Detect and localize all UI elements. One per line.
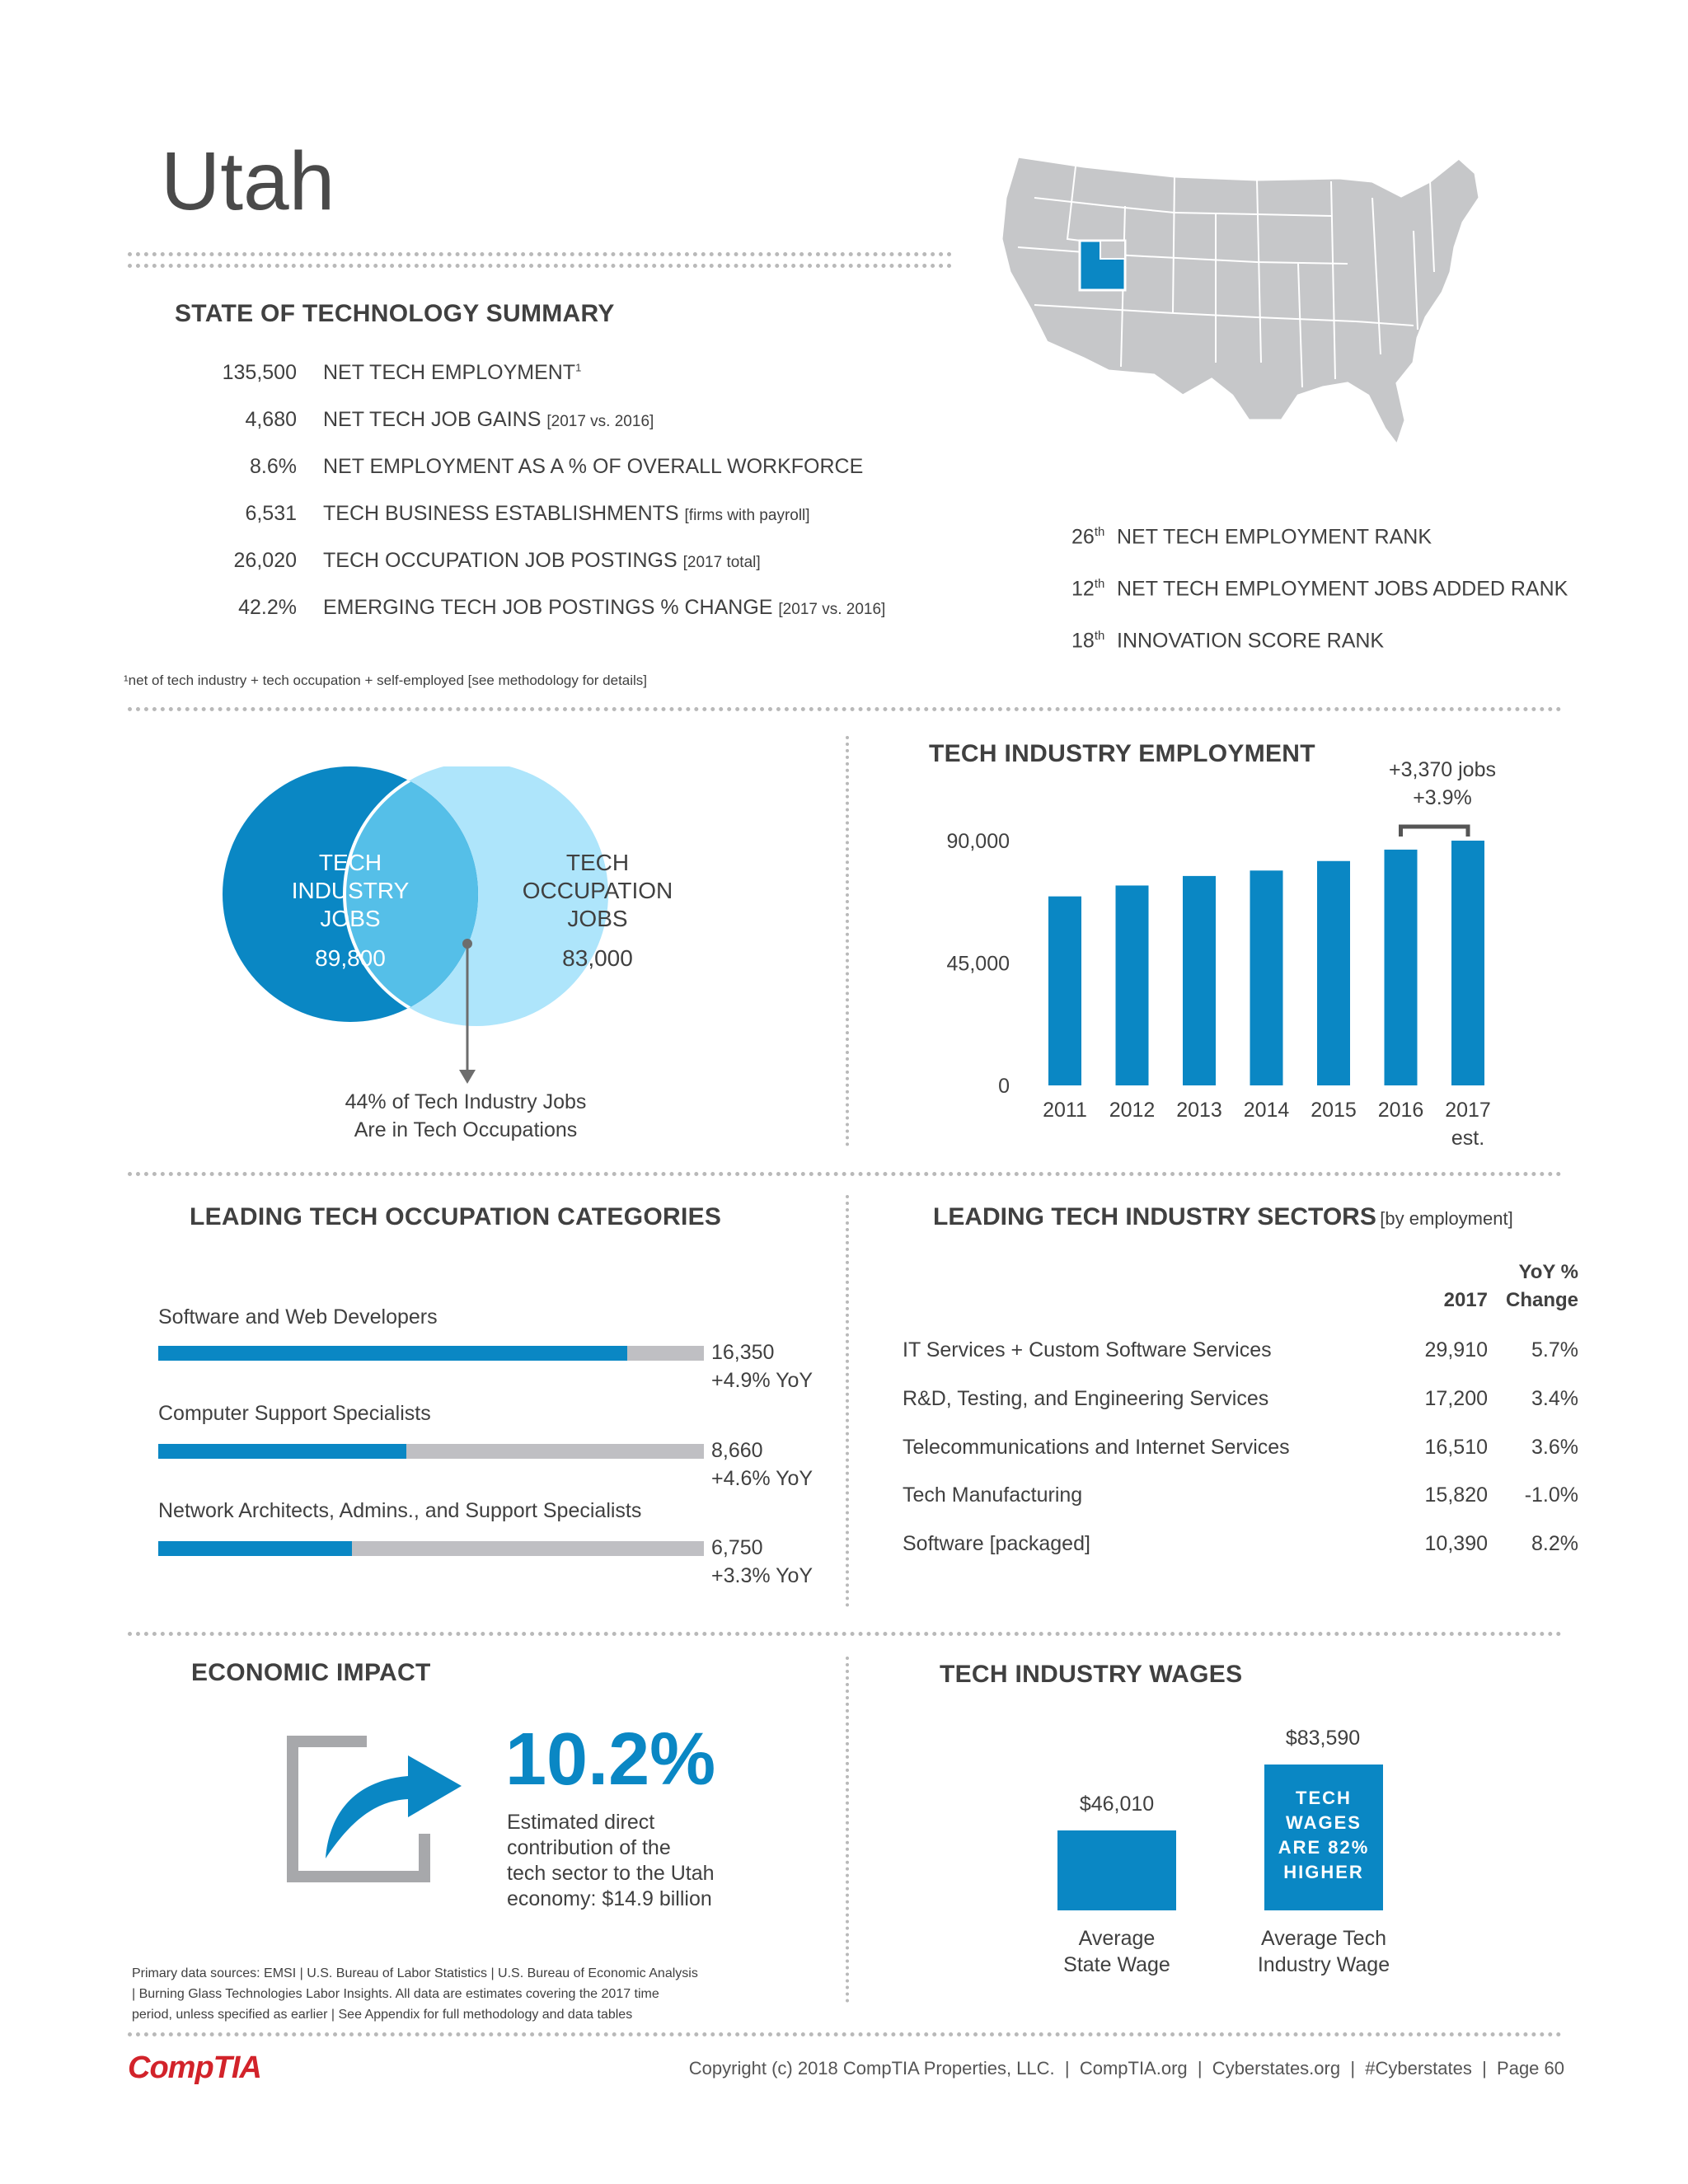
summary-label: TECH OCCUPATION JOB POSTINGS [2017 total… bbox=[323, 549, 761, 572]
occupation-value: 16,350 +4.9% YoY bbox=[711, 1341, 814, 1392]
table-row: Software [packaged] 10,390 8.2% bbox=[903, 1532, 1578, 1555]
divider bbox=[128, 252, 952, 256]
divider bbox=[846, 1657, 849, 2003]
tech-wage-bar: TECH WAGES ARE 82% HIGHER bbox=[1264, 1765, 1383, 1910]
state-wage-bar bbox=[1057, 1830, 1176, 1910]
divider bbox=[128, 264, 952, 268]
summary-row: 8.6% NET EMPLOYMENT AS A % OF OVERALL WO… bbox=[165, 455, 890, 488]
x-tick-label: 2015 bbox=[1311, 1099, 1357, 1122]
change-bracket bbox=[1399, 824, 1470, 837]
x-tick-sublabel: est. bbox=[1451, 1127, 1484, 1150]
occupation-label: Software and Web Developers bbox=[158, 1305, 438, 1329]
occupation-bar-fill bbox=[158, 1346, 628, 1361]
occupation-bar-fill bbox=[158, 1444, 407, 1459]
sectors-title: LEADING TECH INDUSTRY SECTORS [by employ… bbox=[933, 1203, 1513, 1230]
y-tick-label: 0 bbox=[998, 1075, 1010, 1098]
trend-arrow-icon bbox=[287, 1736, 462, 1882]
economic-description: Estimated direct contribution of the tech … bbox=[507, 1811, 715, 1910]
x-tick-label: 2016 bbox=[1378, 1099, 1424, 1122]
chart-bar bbox=[1384, 849, 1418, 1085]
summary-label: EMERGING TECH JOB POSTINGS % CHANGE [201… bbox=[323, 596, 886, 619]
chart-bar bbox=[1048, 896, 1081, 1085]
table-row: R&D, Testing, and Engineering Services 17… bbox=[903, 1387, 1578, 1410]
chart-bar bbox=[1183, 875, 1216, 1085]
occupation-label: Network Architects, Admins., and Support… bbox=[158, 1499, 642, 1522]
occupations-title: LEADING TECH OCCUPATION CATEGORIES bbox=[190, 1203, 722, 1230]
occupation-bar bbox=[158, 1541, 704, 1556]
summary-value: 42.2% bbox=[238, 596, 297, 619]
employment-bar-chart: 0 45,000 90,000 2011 2012 2013 2014 2015 2016 201… bbox=[947, 824, 1491, 1150]
tech-wage-label: Average Tech Industry Wage bbox=[1257, 1927, 1390, 1976]
table-row: Tech Manufacturing 15,820 -1.0% bbox=[903, 1483, 1578, 1507]
table-row: IT Services + Custom Software Services 29… bbox=[903, 1338, 1578, 1361]
chart-bar bbox=[1115, 885, 1149, 1085]
summary-row: 135,500 NET TECH EMPLOYMENT1 bbox=[165, 361, 890, 394]
chart-bar bbox=[1317, 860, 1350, 1085]
y-tick-label: 45,000 bbox=[947, 953, 1010, 976]
divider bbox=[846, 1195, 849, 1607]
state-wage-value: $46,010 bbox=[1079, 1793, 1155, 1816]
sectors-header: 2017 YoY % Change bbox=[1443, 1261, 1578, 1311]
venn-caption: 44% of Tech Industry Jobs Are in Tech Occ… bbox=[345, 1090, 587, 1141]
venn-right-label: TECH OCCUPATION JOBS 83,000 bbox=[522, 850, 673, 971]
summary-label: NET TECH EMPLOYMENT1 bbox=[323, 361, 582, 384]
occupation-bar bbox=[158, 1444, 704, 1459]
chart-title: TECH INDUSTRY EMPLOYMENT bbox=[929, 740, 1315, 767]
summary-value: 4,680 bbox=[245, 408, 297, 431]
x-tick-label: 2013 bbox=[1176, 1099, 1222, 1122]
summary-row: 26,020 TECH OCCUPATION JOB POSTINGS [201… bbox=[165, 549, 890, 582]
divider bbox=[128, 1172, 1562, 1176]
y-tick-label: 90,000 bbox=[947, 830, 1010, 853]
summary-value: 6,531 bbox=[245, 502, 297, 525]
x-tick-label: 2017 bbox=[1445, 1099, 1491, 1122]
summary-label: TECH BUSINESS ESTABLISHMENTS [firms with… bbox=[323, 502, 810, 525]
summary-value: 135,500 bbox=[222, 361, 297, 384]
rank-row: 18th INNOVATION SCORE RANK bbox=[1071, 629, 1385, 653]
x-tick-label: 2014 bbox=[1244, 1099, 1290, 1122]
tech-wage-value: $83,590 bbox=[1285, 1727, 1361, 1750]
divider bbox=[128, 1632, 1562, 1636]
venn-left-label: TECH INDUSTRY JOBS 89,800 bbox=[291, 850, 410, 971]
comptia-logo: CompTIA bbox=[128, 2050, 262, 2085]
x-tick-label: 2011 bbox=[1043, 1099, 1087, 1122]
us-map bbox=[1000, 155, 1481, 448]
occupation-value: 8,660 +4.6% YoY bbox=[711, 1439, 814, 1490]
chart-annotation: +3,370 jobs +3.9% bbox=[1389, 758, 1496, 809]
occupation-value: 6,750 +3.3% YoY bbox=[711, 1536, 814, 1587]
table-row: Telecommunications and Internet Services… bbox=[903, 1436, 1578, 1459]
summary-title: STATE OF TECHNOLOGY SUMMARY bbox=[175, 300, 615, 327]
summary-row: 42.2% EMERGING TECH JOB POSTINGS % CHANG… bbox=[165, 596, 890, 629]
x-tick-label: 2012 bbox=[1109, 1099, 1156, 1122]
page-title: Utah bbox=[161, 135, 335, 227]
occupation-bar-fill bbox=[158, 1541, 352, 1556]
summary-label: NET EMPLOYMENT AS A % OF OVERALL WORKFOR… bbox=[323, 455, 864, 478]
divider bbox=[128, 707, 1562, 711]
footer-copyright: Copyright (c) 2018 CompTIA Properties, L… bbox=[688, 2058, 1564, 2079]
venn-diagram bbox=[223, 766, 608, 1084]
state-wage-label: Average State Wage bbox=[1063, 1927, 1170, 1976]
rank-row: 12th NET TECH EMPLOYMENT JOBS ADDED RANK bbox=[1071, 577, 1568, 601]
rank-row: 26th NET TECH EMPLOYMENT RANK bbox=[1071, 525, 1432, 549]
divider bbox=[128, 2032, 1562, 2036]
wage-comparison-text: TECH WAGES ARE 82% HIGHER bbox=[1278, 1788, 1370, 1882]
summary-value: 8.6% bbox=[250, 455, 297, 478]
venn-overlap bbox=[345, 766, 478, 1022]
occupation-label: Computer Support Specialists bbox=[158, 1402, 431, 1425]
summary-value: 26,020 bbox=[233, 549, 297, 572]
divider bbox=[846, 736, 849, 1146]
us-map-outline bbox=[1000, 155, 1481, 448]
occupation-bar bbox=[158, 1346, 704, 1361]
data-sources: Primary data sources: EMSI | U.S. Bureau… bbox=[132, 1966, 698, 2022]
summary-row: 6,531 TECH BUSINESS ESTABLISHMENTS [firm… bbox=[165, 502, 890, 535]
summary-label: NET TECH JOB GAINS [2017 vs. 2016] bbox=[323, 408, 654, 431]
economic-percent: 10.2% bbox=[505, 1718, 716, 1801]
economic-title: ECONOMIC IMPACT bbox=[191, 1659, 431, 1686]
summary-row: 4,680 NET TECH JOB GAINS [2017 vs. 2016] bbox=[165, 408, 890, 441]
wages-title: TECH INDUSTRY WAGES bbox=[940, 1661, 1243, 1688]
chart-bar bbox=[1250, 870, 1283, 1085]
summary-footnote: ¹net of tech industry + tech occupation … bbox=[124, 673, 648, 688]
chart-bar bbox=[1451, 841, 1484, 1085]
